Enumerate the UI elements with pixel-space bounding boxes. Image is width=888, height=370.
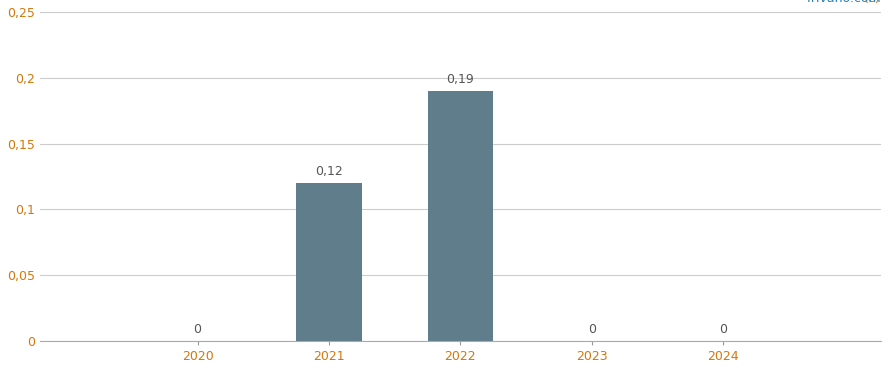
Text: 0: 0	[194, 323, 202, 336]
Text: 0: 0	[719, 323, 727, 336]
Text: 0,12: 0,12	[315, 165, 343, 178]
Text: 0: 0	[588, 323, 596, 336]
Text: (c): (c)	[864, 0, 881, 5]
Bar	[296, 183, 361, 341]
Bar	[427, 91, 494, 341]
Text: 0,19: 0,19	[447, 73, 474, 86]
Text: Trivano.com: Trivano.com	[802, 0, 881, 5]
